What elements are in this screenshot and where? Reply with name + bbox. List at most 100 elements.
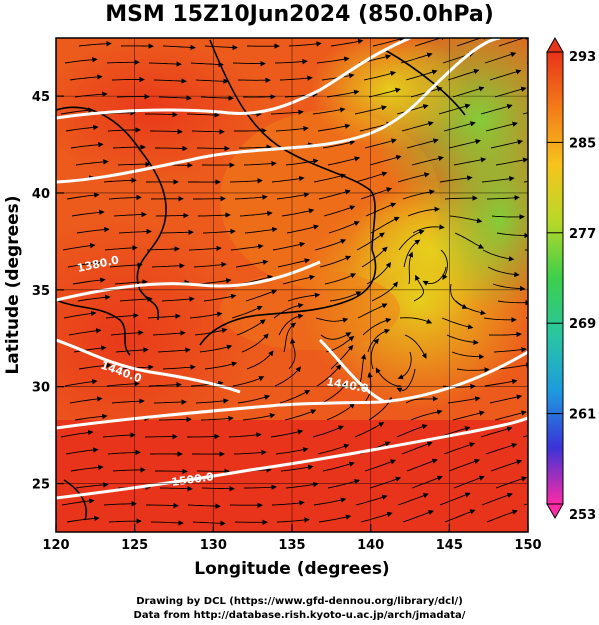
streamline-arrow [404,334,427,359]
streamline-arrow [273,302,304,319]
streamline-arrow [115,347,149,353]
streamline-arrow [195,78,229,84]
streamline-arrow [397,351,412,380]
streamline-arrow [231,305,263,319]
streamline-arrow [492,283,526,292]
streamline-arrow [65,124,99,132]
streamline-arrow [277,258,311,268]
y-tick-label: 45 [32,90,50,105]
streamline-arrow [117,161,151,167]
streamline-arrow [363,70,396,81]
streamline-arrow [186,112,220,118]
streamline-arrow [188,245,222,252]
streamline-arrow [400,52,433,64]
streamline-arrow [480,103,513,115]
streamline-arrow [192,520,226,527]
streamline-arrow [187,503,221,509]
streamline-arrow [105,312,139,319]
streamline-arrow [452,410,485,421]
streamline-arrow [146,246,180,252]
streamline-arrow [481,492,513,506]
streamline-arrow [364,459,397,472]
streamline-arrow [61,498,95,506]
map-title: MSM 15Z10Jun2024 (850.0hPa) [105,2,494,27]
streamline-arrow [456,38,489,47]
coastlines [56,39,466,521]
streamline-arrow [279,75,313,81]
streamline-arrow [370,338,380,370]
streamline-arrow [232,376,265,387]
streamline-arrow [162,364,196,370]
streamline-arrow [187,433,220,440]
streamline-arrow [405,396,439,404]
streamline-arrow [284,409,317,421]
streamline-arrow [196,145,230,152]
streamline-arrow [279,389,311,404]
streamline-arrow [408,251,414,285]
streamline-arrow [243,94,276,100]
streamline-arrow [453,157,487,166]
streamline-arrow [438,103,471,115]
x-tick-label: 145 [436,538,463,553]
streamline-arrow [66,192,100,200]
streamline-arrow [396,368,416,393]
streamline-arrow [368,87,401,98]
streamline-arrow [285,481,319,489]
streamline-arrow [66,515,100,523]
streamline-arrow [241,333,269,353]
streamline-arrow [370,216,400,234]
x-tick-label: 140 [357,538,384,553]
streamline-arrow [367,328,391,353]
streamline-arrow [203,293,237,302]
streamline-arrow [278,313,304,336]
streamline-arrow [320,332,352,340]
streamline-arrow [235,259,269,268]
x-tick-label: 125 [121,538,148,553]
streamline-arrow [78,40,112,47]
colorbar-max-triangle [546,36,564,53]
streamline-arrow [161,296,195,302]
streamline-arrow [276,192,310,200]
streamline-arrow [120,364,154,370]
streamline-arrow [281,208,315,217]
streamline-arrow [103,177,137,184]
streamline-arrow [485,442,518,455]
streamline-arrow [498,362,528,370]
streamline-arrow [322,461,355,472]
streamline-arrow [283,322,297,353]
streamline-arrow [189,311,223,319]
streamline-arrow [324,273,357,285]
contour-label: 1500.0 [171,470,215,489]
streamline-arrow [119,296,153,302]
streamline-arrow [271,175,305,183]
streamline-arrow [355,171,388,183]
streamline-arrow [72,277,106,285]
streamline-arrow [317,123,351,132]
streamline-arrow [69,74,103,81]
streamline-arrow [398,229,425,251]
streamline-arrow [233,449,267,456]
streamline-arrow [155,145,188,152]
credit-data: Data from http://database.rish.kyoto-u.a… [133,610,466,621]
streamline-arrow [362,317,392,336]
streamline-arrow [407,206,440,217]
streamline-arrow [414,38,447,47]
streamline-arrow [146,502,179,509]
streamline-arrow [285,158,319,166]
streamline-arrow [490,139,524,149]
streamline-arrow [315,317,349,323]
streamline-arrow [489,394,523,404]
streamline-arrow [155,212,189,219]
streamline-arrow [399,317,433,324]
streamline-arrow [330,38,364,47]
streamline-arrow [486,509,518,523]
streamline-arrow [411,155,444,166]
streamline-arrow [447,396,481,404]
streamline-arrow [239,144,272,150]
streamline-arrow [375,367,401,387]
streamline-arrow [412,224,445,234]
streamline-arrow [323,205,356,217]
y-axis-label: Latitude (degrees) [3,195,23,374]
streamline-arrow [77,294,111,302]
y-tick-label: 30 [32,381,50,396]
